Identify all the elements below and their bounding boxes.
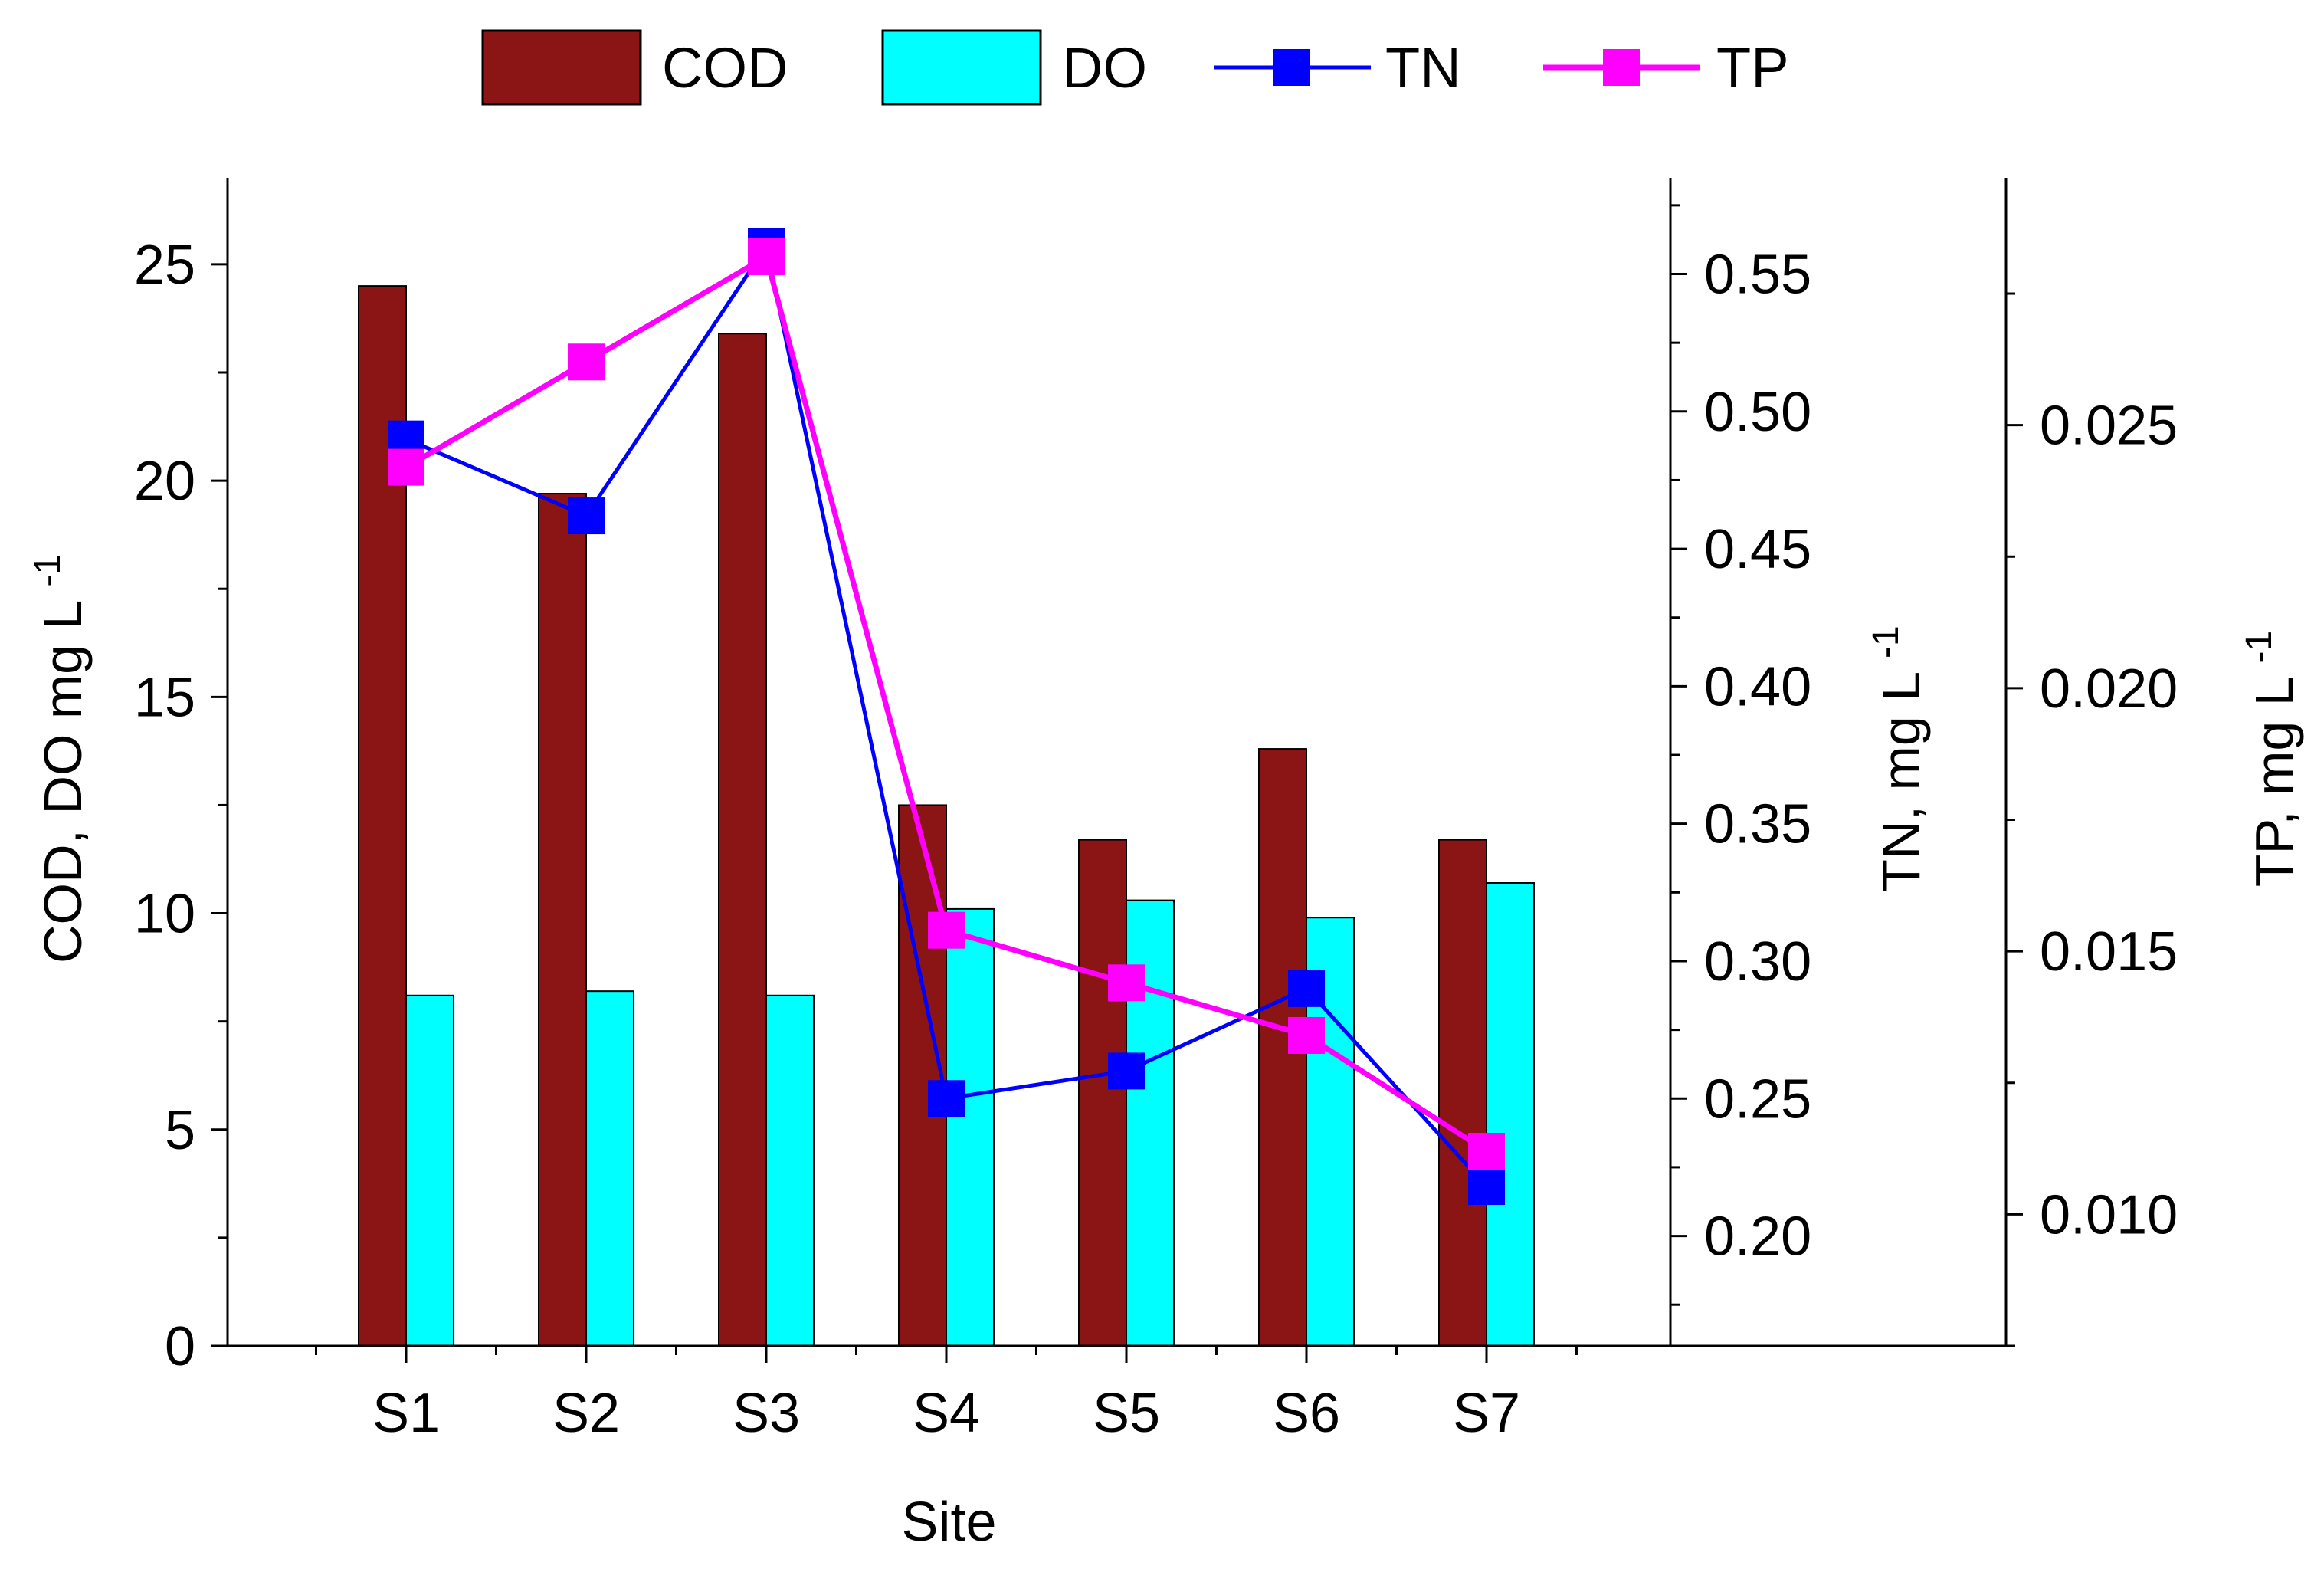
left-tick-label: 15 [134, 667, 195, 728]
do-bar-s2 [585, 990, 634, 1347]
do-bar-s7 [1486, 882, 1535, 1347]
tn-tick-label: 0.50 [1704, 382, 1811, 443]
legend-swatch-do [881, 29, 1042, 106]
tp-tick-label: 0.025 [2040, 395, 2178, 457]
cod-bar-s7 [1438, 839, 1487, 1347]
left-axis-title: COD, DO mg L -1 [28, 554, 93, 963]
lines-layer [388, 228, 1505, 1206]
x-tick-label-s5: S5 [1093, 1383, 1160, 1444]
x-tick-label-s4: S4 [913, 1383, 980, 1444]
tn-tick-label: 0.20 [1704, 1206, 1811, 1268]
tn-marker-s7 [1468, 1168, 1505, 1206]
tn-tick-label: 0.35 [1704, 794, 1811, 855]
cod-bar-s5 [1078, 839, 1127, 1347]
left-tick-label: 25 [134, 235, 195, 296]
tp-marker-s2 [568, 343, 605, 381]
cod-bar-s4 [898, 804, 947, 1347]
tn-marker-s6 [1288, 970, 1325, 1007]
legend-label-tn: TN [1385, 36, 1461, 100]
legend: COD DO TN TP [481, 29, 1789, 106]
tp-axis-title: TP, mg L -1 [2239, 631, 2304, 887]
tp-marker-s3 [748, 238, 785, 275]
x-tick-label-s6: S6 [1273, 1383, 1340, 1444]
tp-marker-s7 [1468, 1133, 1505, 1170]
tp-tick-label: 0.020 [2040, 658, 2178, 720]
legend-label-tp: TP [1716, 36, 1789, 100]
left-tick-label: 10 [134, 884, 195, 945]
x-axis-title: Site [901, 1492, 996, 1553]
legend-marker-tp [1603, 49, 1640, 86]
legend-swatch-cod [481, 29, 642, 106]
tp-marker-s4 [928, 911, 965, 949]
tp-marker-s5 [1108, 964, 1145, 1002]
left-tick-label: 5 [165, 1100, 195, 1161]
legend-label-do: DO [1062, 36, 1147, 100]
tp-marker-s1 [388, 448, 424, 486]
do-bar-s4 [946, 907, 995, 1347]
cod-bar-s2 [538, 493, 587, 1347]
tp-tick-label: 0.015 [2040, 921, 2178, 983]
tp-tick-label: 0.010 [2040, 1184, 2178, 1245]
x-tick-label-s3: S3 [733, 1383, 800, 1444]
legend-marker-tn [1273, 49, 1310, 86]
axes-layer: 0 5 10 15 20 25 0.20 0.25 0.30 0.35 0.40 0.45 0.50 0.… [28, 178, 2304, 1553]
tn-marker-s4 [928, 1080, 965, 1117]
tn-tick-label: 0.45 [1704, 519, 1811, 580]
tn-tick-label: 0.30 [1704, 931, 1811, 993]
tn-tick-label: 0.25 [1704, 1068, 1811, 1130]
do-bar-s3 [765, 994, 815, 1347]
legend-label-cod: COD [662, 36, 788, 100]
tn-tick-label: 0.40 [1704, 656, 1811, 717]
left-tick-label: 0 [165, 1316, 195, 1377]
x-tick-label-s1: S1 [372, 1383, 440, 1444]
do-bar-s1 [405, 994, 454, 1347]
x-tick-label-s7: S7 [1453, 1383, 1520, 1444]
left-tick-label: 20 [134, 451, 195, 512]
tn-tick-label: 0.55 [1704, 244, 1811, 306]
tn-marker-s2 [568, 497, 605, 535]
tn-axis-title: TN, mg L -1 [1866, 625, 1931, 891]
tn-marker-s5 [1108, 1052, 1145, 1090]
tp-marker-s6 [1288, 1016, 1325, 1054]
cod-bar-s3 [718, 333, 767, 1347]
bars-layer [358, 285, 1535, 1347]
x-tick-label-s2: S2 [552, 1383, 620, 1444]
